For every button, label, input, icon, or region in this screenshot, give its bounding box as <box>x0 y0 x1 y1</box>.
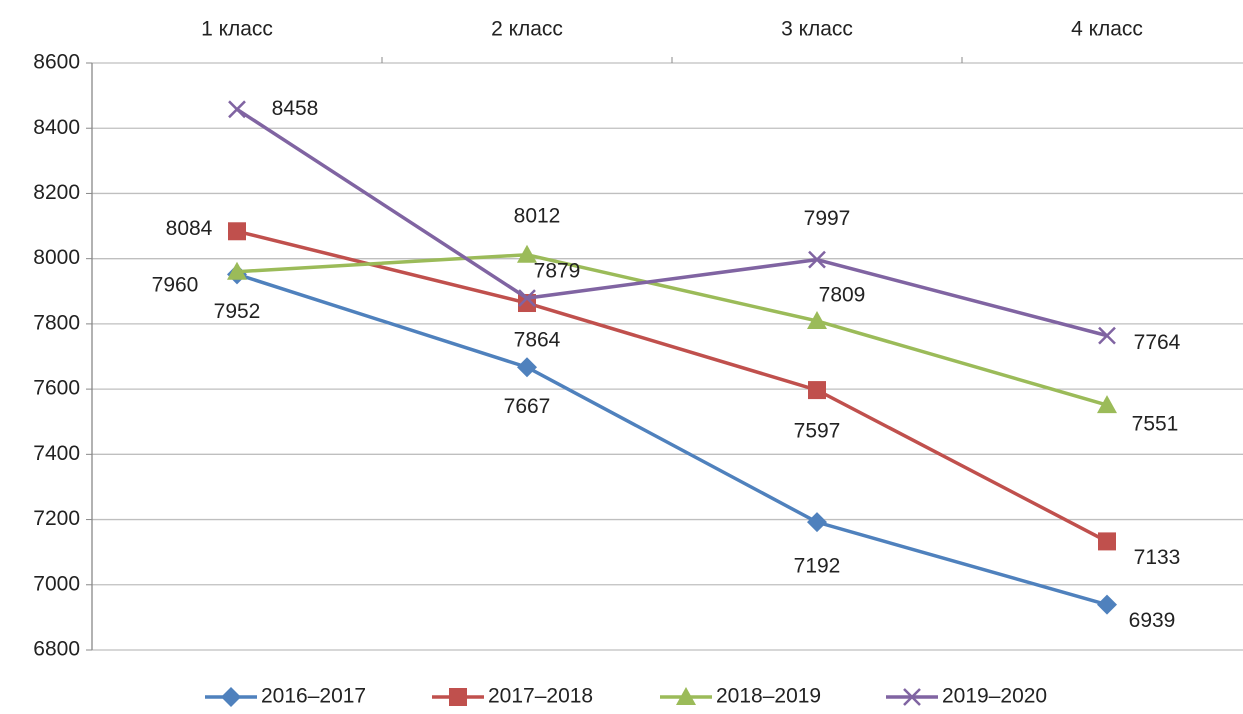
legend-label: 2018–2019 <box>716 685 821 708</box>
point <box>807 310 827 329</box>
data-label: 7960 <box>152 273 199 296</box>
x-tick-label: 1 класс <box>201 18 273 41</box>
y-tick-label: 7800 <box>33 311 80 334</box>
data-label: 7952 <box>214 300 261 323</box>
data-label: 7879 <box>534 260 581 283</box>
data-label: 7192 <box>794 555 841 578</box>
y-tick-label: 7400 <box>33 442 80 465</box>
data-label: 7597 <box>794 420 841 443</box>
data-label: 6939 <box>1129 609 1176 632</box>
point <box>1097 395 1117 414</box>
data-label: 8458 <box>272 97 319 120</box>
y-tick-label: 8000 <box>33 246 80 269</box>
data-label: 8084 <box>166 217 213 240</box>
data-label: 7667 <box>504 395 551 418</box>
point <box>518 289 536 308</box>
legend-label: 2017–2018 <box>488 685 593 708</box>
series-line <box>236 229 1108 543</box>
legend-marker <box>903 688 921 706</box>
point <box>227 261 247 280</box>
point <box>808 250 826 269</box>
point <box>517 244 537 263</box>
legend-marker <box>221 687 241 707</box>
x-tick-label: 3 класс <box>781 18 853 41</box>
y-tick-label: 8600 <box>33 51 80 74</box>
point <box>517 357 537 378</box>
point <box>1098 532 1116 551</box>
legend-label: 2019–2020 <box>942 685 1047 708</box>
point <box>1097 594 1117 615</box>
point <box>807 512 827 533</box>
x-tick-label: 4 класс <box>1071 18 1143 41</box>
data-label: 7133 <box>1134 546 1181 569</box>
series-line <box>236 272 1108 607</box>
point <box>228 222 246 241</box>
data-label: 7997 <box>804 207 851 230</box>
data-label: 7864 <box>514 329 561 352</box>
legend-marker <box>449 688 467 706</box>
x-tick-label: 2 класс <box>491 18 563 41</box>
point <box>1098 326 1116 345</box>
series-line <box>236 107 1108 338</box>
data-label: 7809 <box>819 284 866 307</box>
series-line <box>236 252 1108 407</box>
y-tick-label: 7000 <box>33 572 80 595</box>
y-tick-label: 7200 <box>33 507 80 530</box>
point <box>228 100 246 119</box>
y-tick-label: 7600 <box>33 377 80 400</box>
point <box>808 381 826 400</box>
legend-marker <box>676 687 696 705</box>
y-tick-label: 6800 <box>33 638 80 661</box>
y-tick-label: 8400 <box>33 116 80 139</box>
data-label: 7551 <box>1132 413 1179 436</box>
data-label: 7764 <box>1134 331 1181 354</box>
y-tick-label: 8200 <box>33 181 80 204</box>
legend-label: 2016–2017 <box>261 685 366 708</box>
data-label: 8012 <box>514 204 561 227</box>
